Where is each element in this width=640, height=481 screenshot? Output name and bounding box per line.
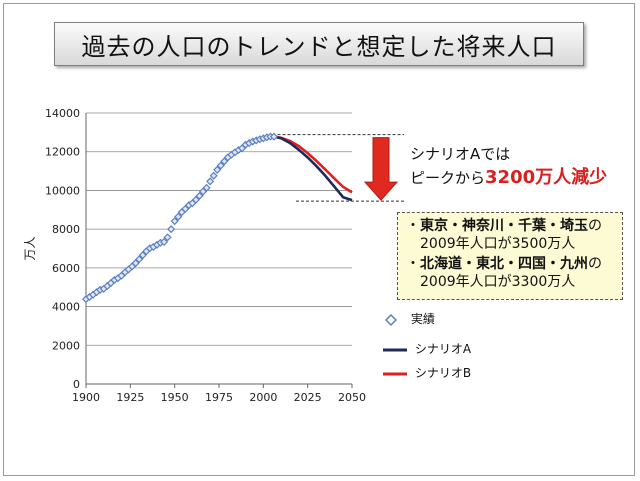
callout-decline-value: 3200万人減少 [485, 167, 608, 188]
callout-line2-prefix: ピークから [410, 169, 486, 187]
decline-arrow-icon [363, 137, 399, 201]
data-point-actual [131, 259, 140, 268]
y-tick-label: 10000 [45, 184, 80, 197]
x-tick-label: 2050 [338, 391, 366, 404]
slide-title: 過去の人口のトレンドと想定した将来人口 [81, 32, 557, 61]
series-line-scenario-a [273, 135, 353, 202]
x-tick-label: 2025 [294, 391, 322, 404]
data-point-actual [209, 171, 218, 180]
y-axis-label: 万人 [23, 236, 37, 260]
data-point-actual [163, 233, 172, 242]
callout-line1: シナリオAでは [410, 145, 511, 163]
y-tick-label: 6000 [52, 262, 80, 275]
legend-label-scenario-a: シナリオA [414, 342, 472, 356]
note-kanto-population: 2009年人口が3500万人 [420, 236, 576, 252]
note-regional-regions: 北海道・東北・四国・九州 [420, 256, 588, 272]
note-item-regional: ・北海道・東北・四国・九州の 2009年人口が3300万人 [406, 255, 616, 291]
data-point-actual [220, 157, 229, 166]
note-kanto-suffix: の [588, 218, 602, 234]
y-tick-label: 0 [73, 378, 80, 391]
data-point-actual [213, 165, 222, 174]
y-tick-label: 4000 [52, 301, 80, 314]
data-point-actual [167, 225, 176, 234]
legend-label-scenario-b: シナリオB [414, 366, 472, 380]
decline-callout: シナリオAでは ピークから3200万人減少 [410, 142, 607, 190]
data-point-actual [198, 187, 208, 196]
data-point-actual [138, 251, 147, 260]
x-tick-label: 1900 [72, 391, 100, 404]
data-point-actual [170, 217, 179, 226]
callout-line2: ピークから3200万人減少 [410, 166, 607, 190]
data-point-actual [269, 132, 279, 141]
data-point-actual [191, 195, 200, 204]
y-tick-label: 12000 [45, 146, 80, 159]
slide-title-box: 過去の人口のトレンドと想定した将来人口 [54, 22, 584, 66]
x-tick-label: 1975 [205, 391, 233, 404]
data-point-actual [135, 255, 144, 264]
legend-item-scenario-b: シナリオB [383, 364, 471, 381]
data-point-actual [216, 161, 225, 170]
note-regional-population: 2009年人口が3300万人 [420, 274, 576, 290]
note-kanto-regions: 東京・神奈川・千葉・埼玉 [420, 218, 588, 234]
legend-diamond-icon [384, 313, 398, 326]
data-point-actual [206, 177, 215, 186]
legend-line-b-icon [383, 372, 407, 375]
x-tick-label: 1925 [116, 391, 144, 404]
y-tick-label: 2000 [52, 339, 80, 352]
y-tick-label: 14000 [45, 107, 80, 120]
y-tick-label: 8000 [52, 223, 80, 236]
data-point-actual [159, 237, 169, 246]
legend-line-a-icon [383, 348, 407, 351]
note-item-kanto: ・東京・神奈川・千葉・埼玉の 2009年人口が3500万人 [406, 217, 616, 253]
x-tick-label: 2000 [249, 391, 277, 404]
data-point-actual [181, 204, 190, 214]
note-regional-suffix: の [588, 256, 602, 272]
legend-label-actual: 実績 [410, 312, 435, 326]
x-tick-label: 1950 [161, 391, 189, 404]
legend-item-scenario-a: シナリオA [383, 340, 471, 357]
legend-item-actual: 実績 [383, 310, 435, 327]
data-point-actual [174, 212, 183, 221]
data-point-actual [195, 191, 204, 200]
data-point-actual [202, 183, 211, 192]
population-note-box: ・東京・神奈川・千葉・埼玉の 2009年人口が3500万人 ・北海道・東北・四国… [397, 212, 623, 300]
